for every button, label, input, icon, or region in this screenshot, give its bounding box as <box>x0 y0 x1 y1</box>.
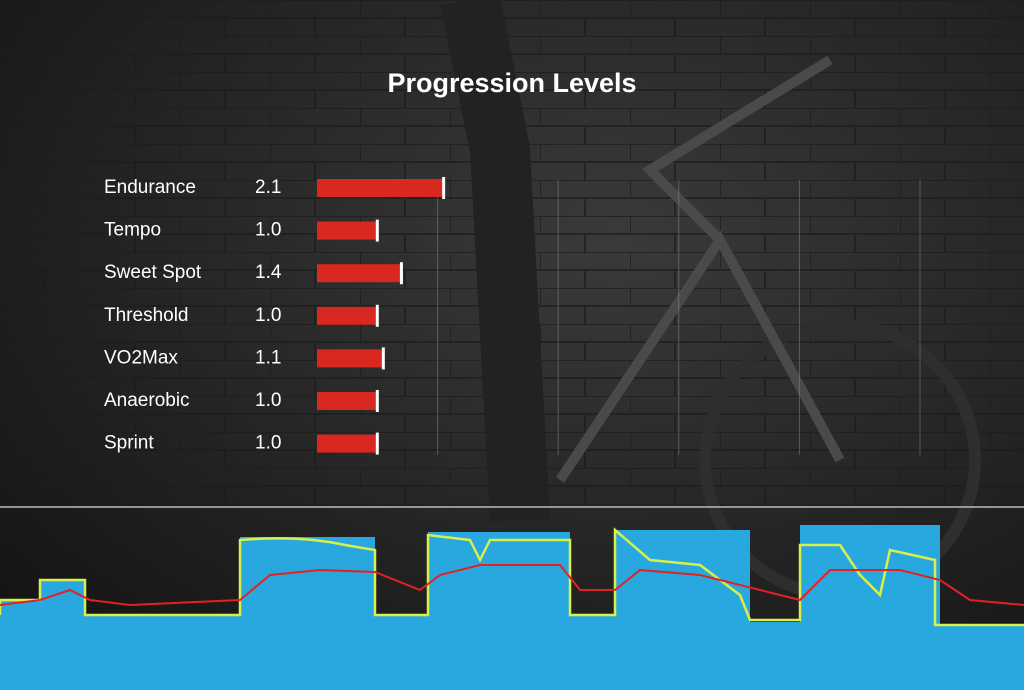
category-label: Sweet Spot <box>104 262 202 283</box>
power-line <box>0 527 1024 627</box>
bar <box>317 349 384 368</box>
value-label: 1.0 <box>255 220 281 241</box>
bar <box>317 179 444 197</box>
workout-graph <box>0 525 1024 690</box>
bike-silhouette <box>440 0 981 601</box>
bar <box>317 221 378 240</box>
bar <box>317 264 402 283</box>
category-label: Sprint <box>104 433 154 454</box>
value-label: 1.0 <box>255 390 281 411</box>
chart-title: Progression Levels <box>387 68 636 98</box>
bar <box>317 306 378 325</box>
category-label: Endurance <box>104 177 196 198</box>
category-label: Anaerobic <box>104 390 190 411</box>
value-label: 1.4 <box>255 262 282 283</box>
category-label: VO2Max <box>104 347 178 368</box>
value-label: 1.1 <box>255 347 281 368</box>
bar <box>317 434 378 453</box>
category-label: Tempo <box>104 220 161 241</box>
value-label: 1.0 <box>255 305 281 326</box>
bar <box>317 392 378 410</box>
value-label: 1.0 <box>255 433 281 454</box>
workout-area <box>0 525 1024 690</box>
value-label: 2.1 <box>255 177 281 198</box>
category-label: Threshold <box>104 305 189 326</box>
heart-rate-line <box>0 564 1024 607</box>
